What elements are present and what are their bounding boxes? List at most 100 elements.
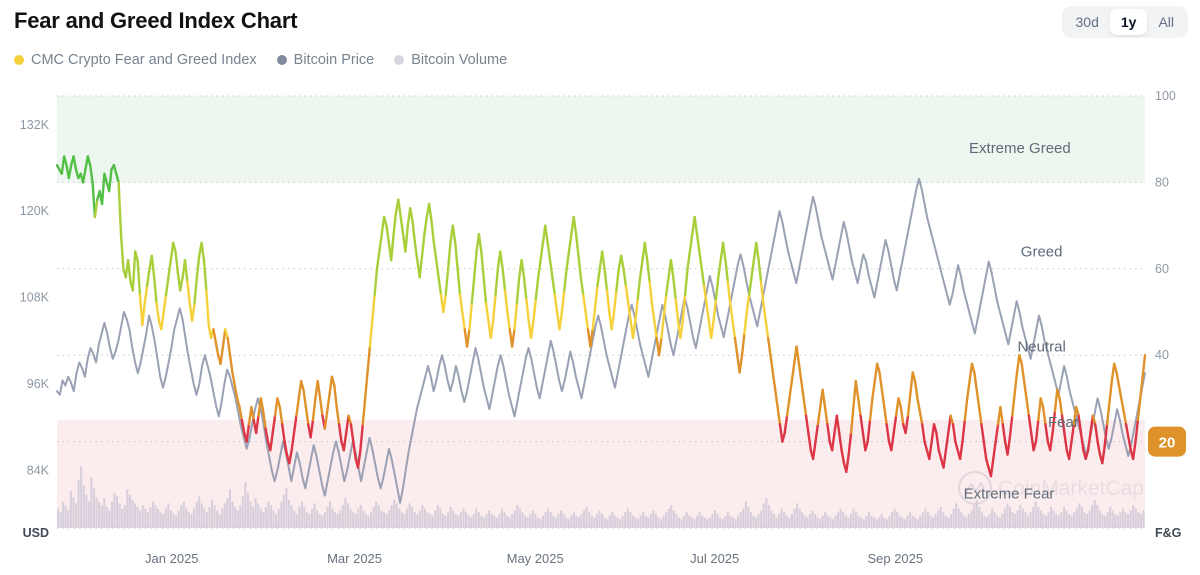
volume-bar [1009, 506, 1012, 528]
volume-bar [806, 517, 809, 528]
fg-segment [1067, 440, 1073, 461]
volume-bar [346, 503, 350, 528]
fg-segment [584, 310, 590, 331]
fg-segment [705, 302, 711, 322]
volume-bar [421, 505, 424, 528]
volume-bar [393, 499, 396, 528]
fg-segment [880, 388, 886, 409]
range-button-all[interactable]: All [1147, 9, 1185, 35]
volume-bar [316, 510, 319, 528]
chart-plot-area[interactable]: 84K 96K 108K 120K 132K USD 20 40 60 80 100 F&G CoinM… [0, 88, 1200, 575]
volume-bar [118, 503, 121, 528]
volume-bar [193, 508, 196, 528]
volume-bar [495, 517, 498, 528]
x-axis-tick: Jan 2025 [145, 551, 199, 566]
volume-bar [585, 506, 588, 528]
fg-segment [536, 258, 542, 279]
volume-bar [359, 505, 362, 528]
volume-bar [362, 510, 365, 528]
fg-segment [152, 276, 158, 305]
volume-bar [867, 512, 870, 528]
fg-segment [624, 284, 630, 305]
volume-bar [524, 515, 527, 528]
fg-segment [1141, 354, 1147, 378]
fg-segment [743, 310, 748, 335]
fg-segment [605, 289, 611, 314]
fg-segment [1063, 431, 1068, 452]
fg-segment [738, 354, 744, 374]
volume-bar [352, 512, 355, 528]
fg-segment [190, 302, 196, 322]
range-button-30d[interactable]: 30d [1065, 9, 1110, 35]
volume-bar [993, 512, 996, 528]
fg-segment [980, 423, 986, 443]
fg-segment [966, 379, 971, 400]
fg-segment [582, 293, 587, 314]
fg-segment [1124, 423, 1130, 439]
volume-bar [308, 513, 311, 528]
volume-bar [621, 515, 624, 528]
volume-bar [339, 510, 342, 528]
volume-bar [903, 519, 906, 528]
fg-segment [342, 431, 348, 452]
legend-item-bitcoin-volume[interactable]: Bitcoin Volume [394, 52, 507, 68]
volume-bar [226, 498, 229, 528]
fg-segment [1101, 444, 1106, 465]
fg-segment [330, 375, 336, 387]
volume-bar [657, 517, 660, 528]
fg-segment [1131, 440, 1137, 461]
fear-greed-svg[interactable]: 84K 96K 108K 120K 132K USD 20 40 60 80 100 F&G CoinM… [0, 88, 1200, 575]
volume-bar [1019, 505, 1022, 528]
fg-segment [662, 293, 668, 318]
fg-segment [683, 267, 689, 296]
volume-bar [1088, 510, 1091, 528]
range-button-1y[interactable]: 1y [1109, 9, 1148, 35]
fg-segment [776, 405, 782, 426]
fg-segment [155, 302, 161, 322]
fg-segment [958, 440, 964, 461]
volume-bar [1050, 506, 1053, 528]
volume-bar [878, 517, 881, 528]
fg-segment [520, 258, 526, 279]
fg-segment [356, 449, 362, 469]
volume-bar [490, 513, 493, 528]
volume-bar [618, 519, 622, 528]
fg-segment [193, 276, 199, 305]
fg-segment [195, 254, 201, 279]
volume-bar [819, 519, 822, 528]
fg-segment [693, 215, 699, 236]
volume-bar [388, 510, 391, 528]
fg-segment [740, 332, 746, 357]
fg-segment [811, 440, 817, 461]
volume-bar [241, 496, 244, 528]
fg-segment [989, 457, 995, 478]
series-line-fear-greed [55, 155, 1147, 478]
volume-bar [1073, 512, 1076, 528]
fg-segment [451, 224, 457, 245]
volume-bar [85, 494, 88, 528]
current-value-badge[interactable]: 20 [1148, 426, 1186, 457]
volume-bar [826, 515, 829, 528]
fg-segment [228, 354, 234, 374]
volume-bar [167, 503, 170, 528]
volume-bar [775, 517, 778, 528]
volume-bar [1014, 513, 1017, 528]
volume-bar [1024, 512, 1027, 528]
volume-bar [108, 510, 111, 528]
volume-bar [290, 505, 293, 528]
fg-segment [622, 267, 628, 288]
fg-segment [1120, 397, 1125, 413]
volume-bar [762, 503, 765, 528]
volume-bar [416, 513, 419, 528]
volume-bar [788, 517, 791, 528]
time-range-toggle[interactable]: 30d 1y All [1061, 6, 1188, 38]
volume-bar [282, 494, 285, 528]
fg-segment [411, 220, 417, 245]
legend-label-bitcoin-volume: Bitcoin Volume [411, 52, 508, 68]
legend-item-fear-greed[interactable]: CMC Crypto Fear and Greed Index [14, 52, 257, 68]
volume-bar [690, 517, 693, 528]
volume-bar [74, 503, 78, 528]
volume-bar [670, 505, 673, 528]
legend-item-bitcoin-price[interactable]: Bitcoin Price [276, 52, 374, 68]
volume-bar [803, 515, 806, 528]
